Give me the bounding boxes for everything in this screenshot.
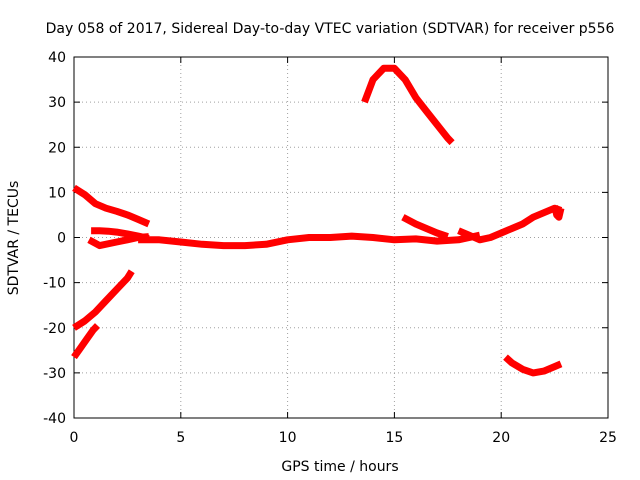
data-series-arc-9	[457, 204, 563, 244]
x-tick-label: 20	[492, 430, 510, 446]
data-series-arc-4	[72, 269, 135, 331]
y-tick-label: -10	[43, 276, 66, 292]
series-layer	[71, 64, 565, 377]
data-series-arc-5	[71, 323, 101, 360]
data-series-arc-7	[361, 64, 455, 146]
y-tick-label: 10	[48, 185, 66, 201]
data-series-arc-8	[401, 214, 449, 240]
x-axis-label: GPS time / hours	[281, 459, 398, 475]
x-tick-label: 5	[176, 430, 185, 446]
data-series-arc-10	[551, 205, 565, 221]
x-tick-label: 10	[279, 430, 297, 446]
x-tick-label: 25	[599, 430, 617, 446]
y-tick-label: -20	[43, 321, 66, 337]
data-series-arc-11	[503, 354, 563, 377]
y-tick-label: 40	[48, 50, 66, 66]
x-tick-label: 15	[385, 430, 403, 446]
y-tick-label: 30	[48, 95, 66, 111]
x-tick-label: 0	[70, 430, 79, 446]
y-axis-label: SDTVAR / TECUs	[6, 181, 22, 296]
chart-title: Day 058 of 2017, Sidereal Day-to-day VTE…	[46, 21, 615, 37]
y-tick-label: -40	[43, 411, 66, 427]
data-series-arc-1	[72, 184, 151, 228]
y-tick-label: -30	[43, 366, 66, 382]
y-tick-label: 0	[57, 231, 66, 247]
data-series-arc-6	[138, 231, 481, 250]
y-tick-label: 20	[48, 140, 66, 156]
axis-ticks: 0 5 10 15 20 25 -40 -30 -20 -10 0 10 20 30 40	[43, 50, 617, 446]
